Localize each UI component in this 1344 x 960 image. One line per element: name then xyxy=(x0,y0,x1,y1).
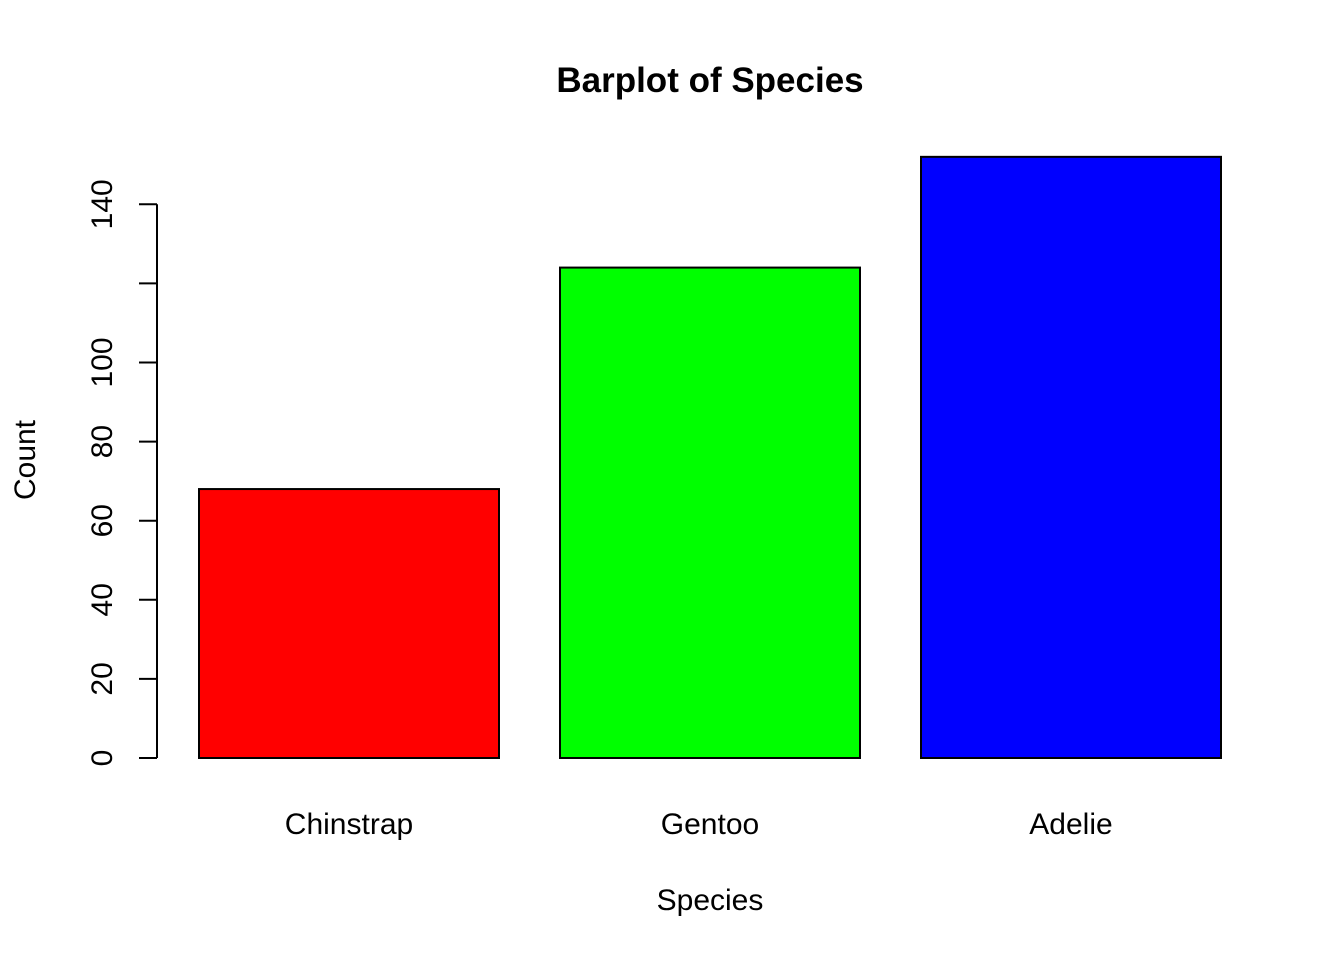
bar-gentoo xyxy=(559,266,861,759)
y-tick-label: 60 xyxy=(86,504,119,537)
y-axis-label: Count xyxy=(9,419,42,500)
bar-chinstrap xyxy=(198,488,500,759)
chart-title: Barplot of Species xyxy=(556,61,863,100)
y-tick-label: 20 xyxy=(86,662,119,695)
y-tick-label: 40 xyxy=(86,583,119,616)
y-tick-label: 140 xyxy=(86,179,119,229)
x-axis-category-labels: Chinstrap Gentoo Adelie xyxy=(285,808,1113,841)
bars xyxy=(198,155,1222,759)
x-tick-label-chinstrap: Chinstrap xyxy=(285,808,413,841)
x-axis-label: Species xyxy=(657,884,764,917)
y-tick-label: 80 xyxy=(86,425,119,458)
y-tick-label: 0 xyxy=(86,750,119,767)
x-tick-label-gentoo: Gentoo xyxy=(661,808,759,841)
y-tick-label: 100 xyxy=(86,337,119,387)
x-tick-label-adelie: Adelie xyxy=(1029,808,1112,841)
bar-adelie xyxy=(920,155,1222,759)
y-axis: 0 20 40 60 80 100 140 xyxy=(86,179,158,767)
